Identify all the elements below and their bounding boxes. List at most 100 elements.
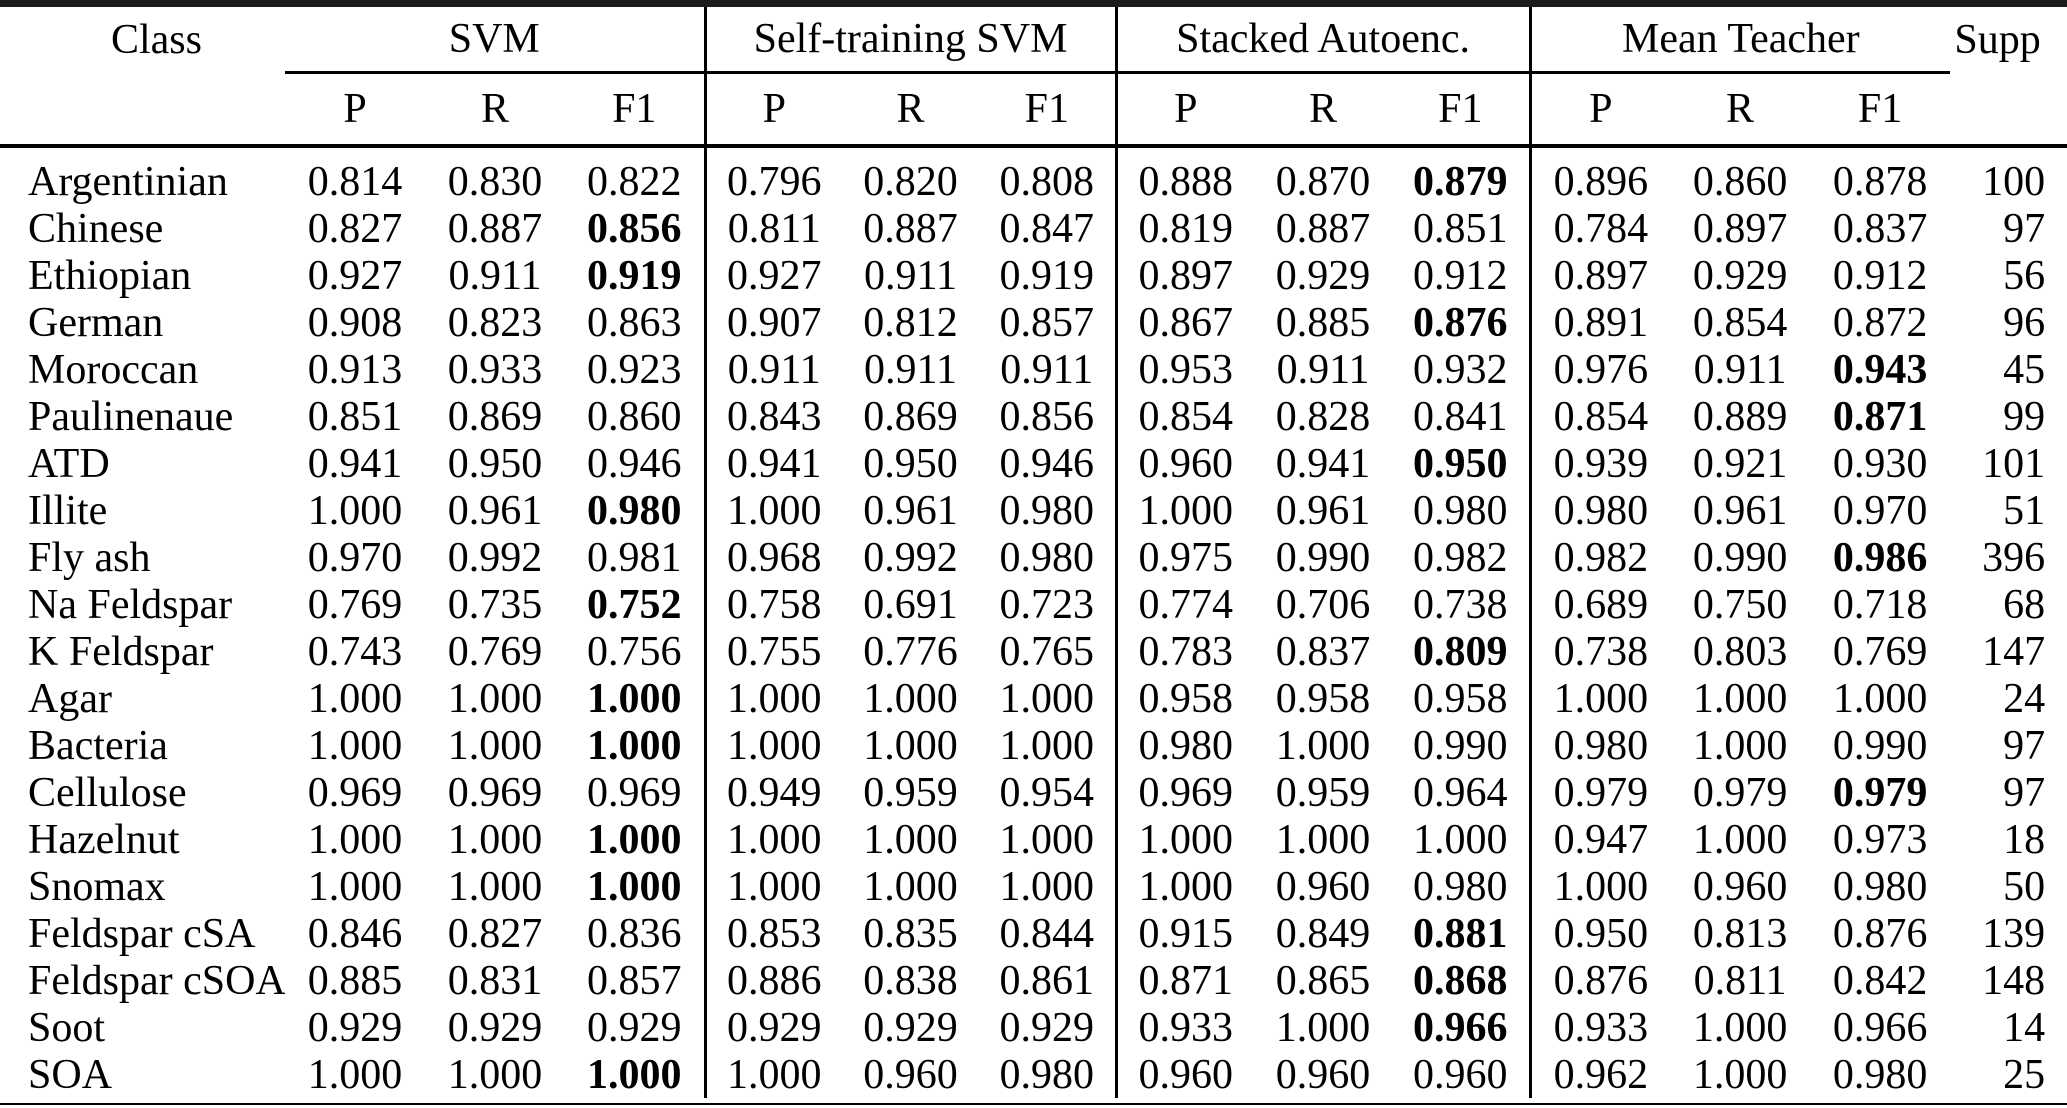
supp-cell: 14 (2003, 1004, 2046, 1051)
empty-header-cell (0, 72, 285, 148)
metric-cell: 0.941 (1275, 440, 1371, 487)
metric-cell: 0.950 (1528, 910, 1671, 957)
metric-cell: 0.933 (447, 346, 543, 393)
metric-cell: 1.000 (587, 863, 682, 910)
metric-cell: 0.891 (1528, 299, 1671, 346)
class-cell: Fly ash (28, 534, 151, 581)
class-cell: Illite (28, 487, 108, 534)
metric-cell: 1.000 (1275, 816, 1371, 863)
class-cell: Argentinian (28, 158, 228, 205)
metric-cell: 1.000 (1528, 675, 1671, 722)
metric-cell: 0.819 (1114, 205, 1255, 252)
supp-cell: 139 (1982, 910, 2046, 957)
supp-cell: 96 (2003, 299, 2046, 346)
class-cell: K Feldspar (28, 628, 214, 675)
subheader-f1: F1 (1810, 72, 1951, 148)
metric-cell: 0.979 (1692, 769, 1788, 816)
metric-cell: 0.897 (1692, 205, 1788, 252)
metric-cell: 1.000 (1275, 1004, 1371, 1051)
metric-cell: 0.970 (307, 534, 403, 581)
metric-cell: 0.830 (447, 158, 543, 205)
metric-cell: 1.000 (587, 722, 682, 769)
metric-cell: 0.927 (703, 252, 843, 299)
table-top-rule (0, 0, 2067, 7)
metric-cell: 0.878 (1832, 158, 1928, 205)
metric-cell: 0.958 (1413, 675, 1508, 722)
table-row: German 0.908 0.823 0.863 0.907 0.812 0.857 0.86… (0, 299, 2067, 346)
metric-cell: 0.960 (1275, 1051, 1371, 1098)
metric-cell: 0.811 (703, 205, 843, 252)
metric-cell: 0.966 (1832, 1004, 1928, 1051)
column-header-supp: Supp (1954, 16, 2041, 63)
metric-cell: 0.847 (999, 205, 1095, 252)
metric-cell: 0.966 (1413, 1004, 1508, 1051)
metric-cell: 1.000 (307, 722, 403, 769)
metric-cell: 0.946 (999, 440, 1095, 487)
metric-cell: 0.968 (703, 534, 843, 581)
metric-cell: 0.932 (1413, 346, 1508, 393)
metric-cell: 0.828 (1275, 393, 1371, 440)
metric-cell: 0.990 (1832, 722, 1928, 769)
metric-cell: 0.718 (1832, 581, 1928, 628)
metric-cell: 0.870 (1275, 158, 1371, 205)
metric-cell: 0.969 (1114, 769, 1255, 816)
metric-cell: 0.975 (1114, 534, 1255, 581)
metric-cell: 0.911 (1693, 346, 1787, 393)
metric-cell: 0.969 (447, 769, 543, 816)
metric-cell: 0.961 (1692, 487, 1788, 534)
subheader-f1: F1 (979, 72, 1117, 148)
metric-cell: 0.911 (1276, 346, 1370, 393)
metric-cell: 1.000 (703, 1051, 843, 1098)
metric-cell: 0.836 (587, 910, 682, 957)
metric-cell: 0.980 (1832, 863, 1928, 910)
metric-cell: 0.689 (1528, 581, 1671, 628)
table-row: Ethiopian 0.927 0.911 0.919 0.927 0.911 0.919 0… (0, 252, 2067, 299)
table-header: Class SVM Self-training SVM Stacked Auto… (0, 7, 2067, 148)
metric-cell: 0.811 (1693, 957, 1787, 1004)
metric-cell: 0.992 (447, 534, 543, 581)
metric-cell: 0.691 (863, 581, 958, 628)
metric-cell: 0.980 (1114, 722, 1255, 769)
table-row: ATD 0.941 0.950 0.946 0.941 0.950 0.946 0.960 0.… (0, 440, 2067, 487)
class-cell: Snomax (28, 863, 166, 910)
metric-cell: 0.869 (863, 393, 958, 440)
metric-cell: 0.943 (1832, 346, 1928, 393)
metric-cell: 0.929 (587, 1004, 682, 1051)
metric-subheader-row: P R F1 P R F1 P R F1 P R F1 (0, 72, 2067, 148)
metric-cell: 0.929 (999, 1004, 1095, 1051)
metric-cell: 0.964 (1413, 769, 1508, 816)
metric-cell: 0.854 (1528, 393, 1671, 440)
metric-cell: 1.000 (307, 816, 403, 863)
metric-cell: 0.809 (1413, 628, 1508, 675)
metric-cell: 0.838 (863, 957, 958, 1004)
metric-cell: 0.929 (447, 1004, 543, 1051)
table-row: SOA 1.000 1.000 1.000 1.000 0.960 0.980 0.960 0.… (0, 1051, 2067, 1098)
metric-cell: 0.827 (447, 910, 543, 957)
metric-cell: 1.000 (1528, 863, 1671, 910)
metric-cell: 0.969 (587, 769, 682, 816)
class-cell: Hazelnut (28, 816, 180, 863)
metric-cell: 0.919 (587, 252, 682, 299)
metric-cell: 0.803 (1692, 628, 1788, 675)
metric-cell: 0.876 (1413, 299, 1508, 346)
class-cell: Soot (28, 1004, 106, 1051)
class-cell: ATD (28, 440, 110, 487)
classification-results-table: Class SVM Self-training SVM Stacked Auto… (0, 7, 2067, 1098)
empty-header-cell (1950, 72, 2067, 148)
supp-cell: 101 (1982, 440, 2046, 487)
metric-cell: 0.835 (863, 910, 958, 957)
metric-cell: 0.982 (1413, 534, 1508, 581)
table-row: Chinese 0.827 0.887 0.856 0.811 0.887 0.847 0.8… (0, 205, 2067, 252)
metric-cell: 1.000 (703, 675, 843, 722)
supp-cell: 50 (2003, 863, 2046, 910)
subheader-f1: F1 (1392, 72, 1531, 148)
metric-cell: 0.844 (999, 910, 1095, 957)
metric-cell: 0.980 (999, 487, 1095, 534)
metric-cell: 0.980 (1832, 1051, 1928, 1098)
metric-cell: 1.000 (863, 722, 958, 769)
metric-cell: 0.929 (307, 1004, 403, 1051)
table-row: Cellulose 0.969 0.969 0.969 0.949 0.959 0.954 0… (0, 769, 2067, 816)
metric-cell: 0.871 (1832, 393, 1928, 440)
metric-cell: 0.869 (447, 393, 543, 440)
metric-cell: 0.896 (1528, 146, 1671, 205)
